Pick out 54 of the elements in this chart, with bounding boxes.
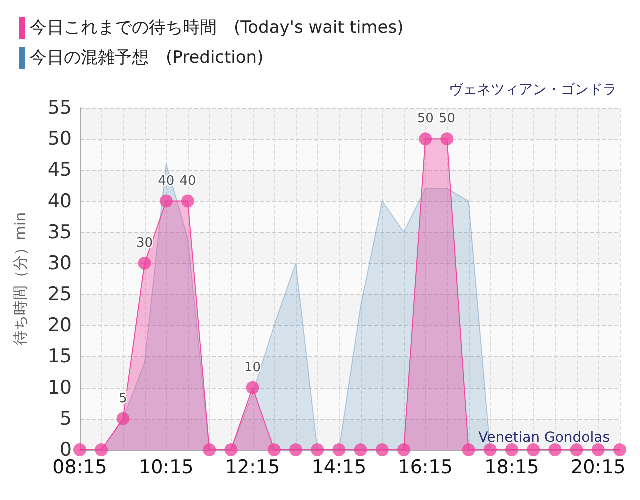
chart-title: ヴェネツィアン・ゴンドラ <box>449 82 617 98</box>
point <box>484 444 497 456</box>
legend-label: 今日の混雑予想 (Prediction) <box>30 48 264 68</box>
y-tick-label: 10 <box>48 376 72 399</box>
point <box>246 381 260 394</box>
point <box>614 444 626 456</box>
point <box>398 444 410 456</box>
point <box>138 256 152 270</box>
point <box>332 444 346 456</box>
point <box>160 194 173 208</box>
y-tick-label: 15 <box>48 346 72 368</box>
point <box>203 444 216 456</box>
point <box>419 132 432 146</box>
x-tick-label: 14:15 <box>312 456 367 478</box>
y-axis-title: 待ち時間（分）min <box>12 212 30 346</box>
data-label: 50 <box>417 112 434 127</box>
y-tick-label: 45 <box>48 159 72 182</box>
y-tick-label: 30 <box>48 252 72 274</box>
y-tick-label: 40 <box>48 190 72 212</box>
x-tick-label: 18:15 <box>484 456 540 478</box>
point <box>354 444 368 456</box>
point <box>268 444 281 456</box>
point <box>116 412 130 426</box>
point <box>224 444 238 456</box>
y-tick-label: 55 <box>48 97 72 119</box>
point <box>182 194 194 208</box>
point <box>311 444 324 456</box>
y-tick-label: 5 <box>60 408 72 430</box>
point <box>95 444 108 456</box>
point <box>506 444 518 456</box>
point <box>290 444 302 456</box>
annotation: Venetian Gondolas <box>478 430 610 446</box>
x-tick-label: 08:15 <box>52 456 108 478</box>
point <box>376 444 389 456</box>
point <box>548 444 562 456</box>
legend-label: 今日これまでの待ち時間 (Today's wait times) <box>30 18 404 38</box>
x-tick-label: 20:15 <box>571 456 626 478</box>
y-tick-label: 25 <box>48 284 72 306</box>
point <box>74 444 86 456</box>
point <box>592 444 605 456</box>
point <box>570 444 584 456</box>
x-tick-label: 16:15 <box>398 456 453 478</box>
data-label: 50 <box>438 112 456 127</box>
data-label: 40 <box>158 174 175 189</box>
point <box>440 132 454 146</box>
point <box>462 444 476 456</box>
data-label: 10 <box>244 360 262 376</box>
y-tick-label: 20 <box>48 314 72 337</box>
data-label: 40 <box>180 174 196 189</box>
y-tick-label: 35 <box>48 221 72 244</box>
x-tick-label: 10:15 <box>139 456 194 478</box>
point <box>527 444 540 456</box>
x-tick-label: 12:15 <box>225 456 280 478</box>
y-tick-label: 50 <box>48 128 72 150</box>
